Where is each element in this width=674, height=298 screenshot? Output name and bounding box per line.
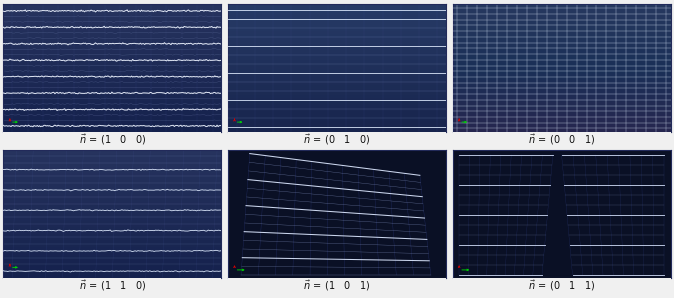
Text: $\vec{n}$$\, = \,(0 \quad 1 \quad 1)$: $\vec{n}$$\, = \,(0 \quad 1 \quad 1)$ <box>528 278 595 293</box>
Text: $\vec{n}$$\, = \,(0 \quad 1 \quad 0)$: $\vec{n}$$\, = \,(0 \quad 1 \quad 0)$ <box>303 133 371 147</box>
Text: $\vec{n}$$\, = \,(1 \quad 1 \quad 0)$: $\vec{n}$$\, = \,(1 \quad 1 \quad 0)$ <box>79 278 146 293</box>
Text: $\vec{n}$$\, = \,(1 \quad 0 \quad 1)$: $\vec{n}$$\, = \,(1 \quad 0 \quad 1)$ <box>303 278 371 293</box>
Text: $\vec{n}$$\, = \,(0 \quad 0 \quad 1)$: $\vec{n}$$\, = \,(0 \quad 0 \quad 1)$ <box>528 133 595 147</box>
Text: $\vec{n}$$\, = \,(1 \quad 0 \quad 0)$: $\vec{n}$$\, = \,(1 \quad 0 \quad 0)$ <box>79 133 146 147</box>
